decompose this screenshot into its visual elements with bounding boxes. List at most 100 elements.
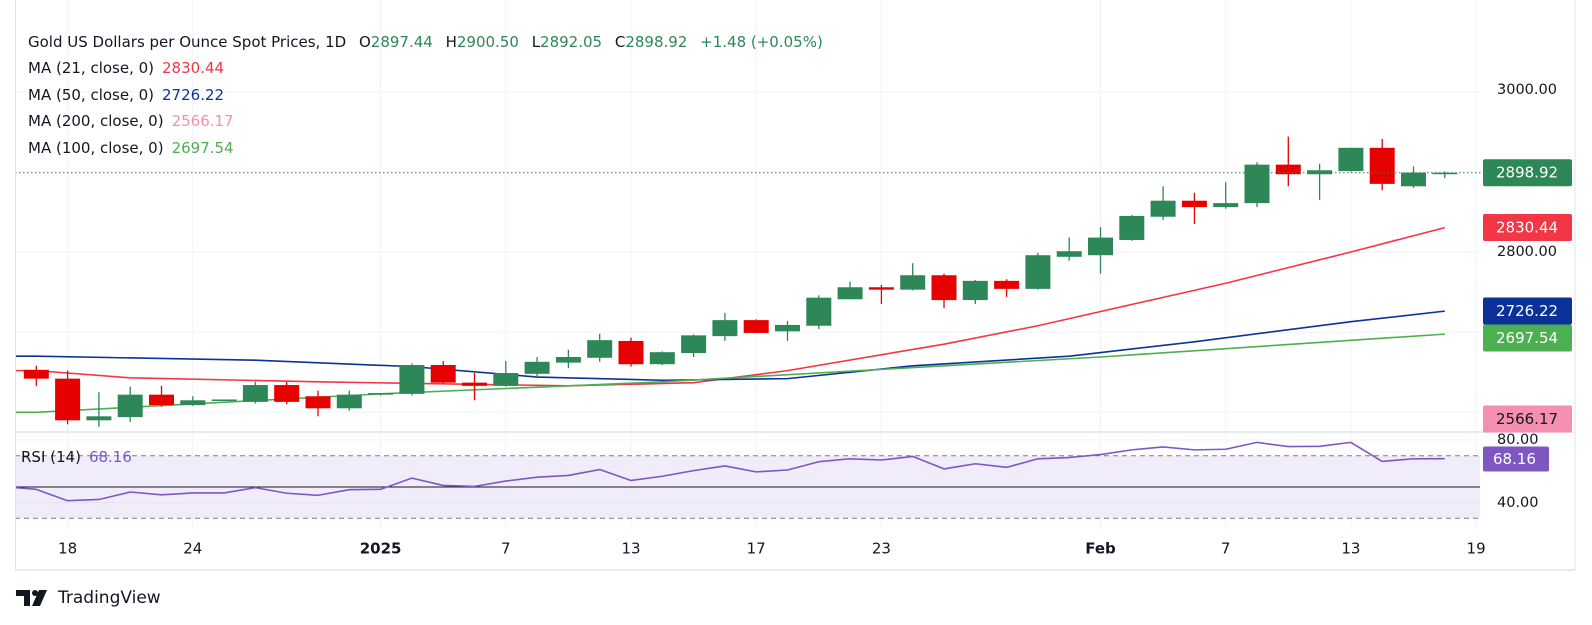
candle [962,280,988,305]
ma200-legend-label: MA (200, close, 0) [28,112,164,130]
svg-text:2697.54: 2697.54 [1496,329,1558,347]
price-tick-3000: 3000.00 [1497,82,1557,98]
candle-body [1150,200,1176,217]
candle [1338,147,1364,172]
candle-body [430,365,456,383]
rsi-tick-80: 80.00 [1497,432,1539,448]
candle [743,319,769,333]
rsi-line [15,441,1445,502]
candlesticks [23,136,1458,427]
time-tick-label: 7 [501,540,511,558]
candle-body [868,287,894,290]
rsi-legend-label: RSI (14) [21,448,81,466]
candle [430,361,456,384]
candle [117,386,143,422]
time-tick-label: 13 [1341,540,1360,558]
candle-body [242,385,268,402]
svg-text:2566.17: 2566.17 [1496,410,1558,428]
candle [274,381,300,405]
tradingview-logo-icon [16,590,47,606]
time-tick-label: 19 [1467,540,1486,558]
candle-body [555,356,581,363]
candle-body [587,340,613,358]
candle-body [55,378,81,421]
time-tick-label: 7 [1221,540,1231,558]
candle-body [681,335,707,353]
candle-body [117,394,143,418]
low-value: 2892.05 [540,33,603,51]
rsi-tick-40: 40.00 [1497,495,1539,511]
time-tick-label: Feb [1085,540,1116,558]
svg-text:68.16: 68.16 [1493,450,1536,468]
candle-body [649,352,675,365]
candle-body [806,297,832,326]
candle [1056,237,1082,261]
candle [524,356,550,378]
ma-line-0 [15,226,1446,387]
candle-body [1119,215,1145,240]
candle-body [1369,147,1395,184]
candle-body [1056,251,1082,257]
candle [149,385,174,407]
candle [1401,166,1426,188]
close-label: C [614,33,626,51]
candle [1119,215,1145,241]
candle-body [931,275,957,301]
price-axis[interactable]: 3000.00 2800.00 [1497,82,1557,260]
candle [1307,163,1333,200]
symbol-legend[interactable]: Gold US Dollars per Ounce Spot Prices, 1… [28,32,823,52]
rsi-legend-value: 68.16 [88,448,132,466]
ma100-price-label: 2697.54 [1483,324,1572,352]
candle [493,361,519,387]
candle [211,399,237,402]
candle-body [23,369,49,379]
ma100-legend-label: MA (100, close, 0) [28,139,164,157]
symbol-title: Gold US Dollars per Ounce Spot Prices, 1… [28,33,347,51]
ma100-legend[interactable]: MA (100, close, 0) 2697.54 [28,138,234,158]
last-price-label: 2898.92 [1483,159,1572,187]
tradingview-logo[interactable]: TradingView [16,587,161,609]
candle [1432,171,1458,179]
candle-body [305,396,331,409]
candle [712,312,738,341]
candle-body [618,340,644,365]
candle [994,279,1020,297]
rsi-axis[interactable]: 80.00 40.00 [1497,432,1539,511]
candle-body [1181,200,1207,208]
ma-line-2 [15,333,1445,414]
candle-body [493,373,519,386]
candle [900,263,926,291]
candle-body [149,394,174,406]
tradingview-wordmark: TradingView [58,588,161,608]
candle-body [1213,203,1239,208]
candle [242,381,268,404]
ma50-legend[interactable]: MA (50, close, 0) 2726.22 [28,85,224,105]
ma50-price-label: 2726.22 [1483,297,1572,325]
change-value: +1.48 (+0.05%) [700,33,823,51]
time-axis[interactable]: 18 24 2025 7 13 17 23 Feb 7 13 19 [58,540,1486,558]
candle [649,351,675,366]
svg-text:2726.22: 2726.22 [1496,302,1558,320]
high-value: 2900.50 [456,33,519,51]
candle-body [743,320,769,333]
ma200-legend[interactable]: MA (200, close, 0) 2566.17 [28,111,234,131]
candle-body [399,365,425,394]
ma21-legend[interactable]: MA (21, close, 0) 2830.44 [28,58,224,78]
candle-body [274,385,300,402]
candle [681,334,707,357]
candle [618,337,644,367]
ma100-legend-value: 2697.54 [171,139,234,157]
rsi-legend[interactable]: RSI (14) 68.16 [21,447,132,467]
close-value: 2898.92 [625,33,688,51]
ma21-legend-value: 2830.44 [162,59,225,77]
candle-body [1401,172,1426,187]
candle [180,396,206,406]
candle [1213,182,1239,209]
candle [1369,138,1395,191]
candle-body [1432,172,1458,175]
low-label: L [531,33,541,51]
candle [336,390,362,411]
time-tick-label: 13 [621,540,640,558]
open-label: O [358,33,371,51]
